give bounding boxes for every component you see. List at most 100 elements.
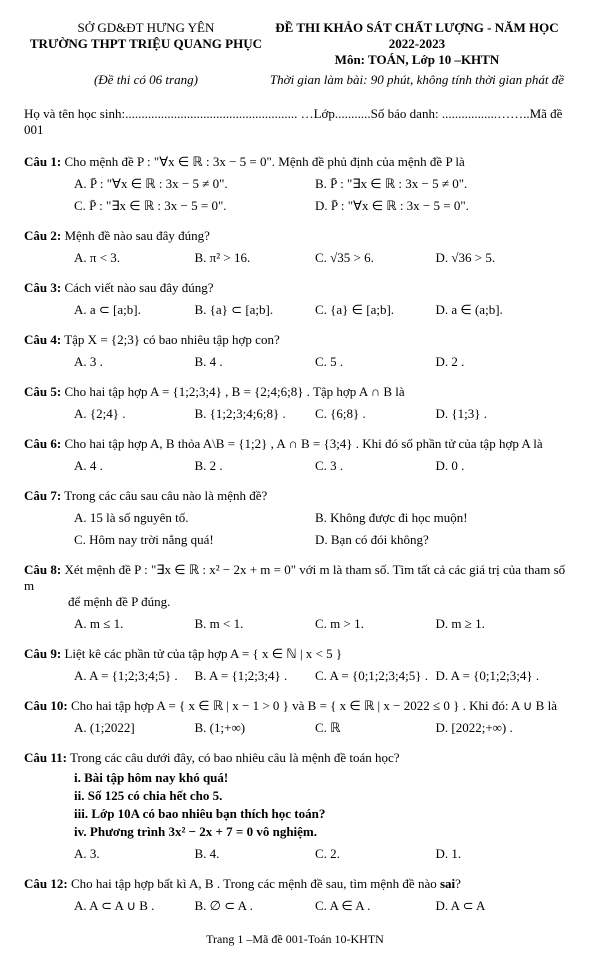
q12-text-pre: Cho hai tập hợp bất kì A, B . Trong các … [71,876,440,891]
q2-text: Mệnh đề nào sau đây đúng? [64,228,210,243]
q6-opt-a: A. 4 . [74,458,195,474]
q2-opt-b: B. π² > 16. [195,250,316,266]
q9-label: Câu 9: [24,646,61,661]
pages-note: (Đề thi có 06 trang) [24,72,268,88]
name-label: Họ và tên học sinh: [24,106,125,121]
question-4: Câu 4: Tập X = {2;3} có bao nhiêu tập hợ… [24,332,566,370]
q11-opt-b: B. 4. [195,846,316,862]
q1-opt-b: B. P̄ : "∃x ∈ ℝ : 3x − 5 ≠ 0". [315,176,556,192]
q4-opt-d: D. 2 . [436,354,557,370]
question-9: Câu 9: Liệt kê các phần tử của tập hợp A… [24,646,566,684]
question-7: Câu 7: Trong các câu sau câu nào là mệnh… [24,488,566,548]
q8-opt-b: B. m < 1. [195,616,316,632]
q8-text-cont: để mệnh đề P đúng. [68,594,566,610]
sub-header: (Đề thi có 06 trang) Thời gian làm bài: … [24,70,566,88]
id-label: Số báo danh: [371,106,439,121]
header-left: SỞ GD&ĐT HƯNG YÊN TRƯỜNG THPT TRIỆU QUAN… [24,20,268,68]
q2-opt-a: A. π < 3. [74,250,195,266]
question-8: Câu 8: Xét mệnh đề P : "∃x ∈ ℝ : x² − 2x… [24,562,566,632]
q4-label: Câu 4: [24,332,61,347]
dept-line: SỞ GD&ĐT HƯNG YÊN [24,20,268,36]
student-info-line: Họ và tên học sinh:.....................… [24,106,566,138]
q12-text-bold: sai [440,876,455,891]
q6-opt-b: B. 2 . [195,458,316,474]
q9-opt-d: D. A = {0;1;2;3;4} . [436,668,557,684]
q6-label: Câu 6: [24,436,61,451]
q7-opt-c: C. Hôm nay trời nắng quá! [74,532,315,548]
q10-label: Câu 10: [24,698,68,713]
q10-opt-b: B. (1;+∞) [195,720,316,736]
question-5: Câu 5: Cho hai tập hợp A = {1;2;3;4} , B… [24,384,566,422]
q11-s1: i. Bài tập hôm nay khó quá! [74,770,566,786]
q12-opt-c: C. A ∈ A . [315,898,436,914]
question-6: Câu 6: Cho hai tập hợp A, B thỏa A\B = {… [24,436,566,474]
q10-opt-d: D. [2022;+∞) . [436,720,557,736]
q7-opt-d: D. Bạn có đói không? [315,532,556,548]
q3-label: Câu 3: [24,280,61,295]
class-label: Lớp [314,106,335,121]
q6-text: Cho hai tập hợp A, B thỏa A\B = {1;2} , … [64,436,542,451]
q3-opt-b: B. {a} ⊂ [a;b]. [195,302,316,318]
q9-opt-a: A. A = {1;2;3;4;5} . [74,668,195,684]
q2-label: Câu 2: [24,228,61,243]
q1-opt-c: C. P̄ : "∃x ∈ ℝ : 3x − 5 = 0". [74,198,315,214]
q1-label: Câu 1: [24,154,61,169]
q5-label: Câu 5: [24,384,61,399]
q11-text: Trong các câu dưới đây, có bao nhiêu câu… [70,750,400,765]
q11-opt-d: D. 1. [436,846,557,862]
q11-opt-c: C. 2. [315,846,436,862]
q12-opt-b: B. ∅ ⊂ A . [195,898,316,914]
q2-opt-c: C. √35 > 6. [315,250,436,266]
q12-text-post: ? [455,876,461,891]
q1-opt-a: A. P̄ : "∀x ∈ ℝ : 3x − 5 ≠ 0". [74,176,315,192]
q7-label: Câu 7: [24,488,61,503]
document-header: SỞ GD&ĐT HƯNG YÊN TRƯỜNG THPT TRIỆU QUAN… [24,20,566,68]
exam-subject: Môn: TOÁN, Lớp 10 –KHTN [268,52,566,68]
question-12: Câu 12: Cho hai tập hợp bất kì A, B . Tr… [24,876,566,914]
q11-s3: iii. Lớp 10A có bao nhiêu bạn thích học … [74,806,566,822]
q8-text-pre: Xét mệnh đề P : "∃x ∈ ℝ : x² − 2x + m = … [24,562,565,593]
header-right: ĐỀ THI KHẢO SÁT CHẤT LƯỢNG - NĂM HỌC 202… [268,20,566,68]
q8-opt-d: D. m ≥ 1. [436,616,557,632]
q7-opt-a: A. 15 là số nguyên tố. [74,510,315,526]
q5-text: Cho hai tập hợp A = {1;2;3;4} , B = {2;4… [64,384,404,399]
q10-text: Cho hai tập hợp A = { x ∈ ℝ | x − 1 > 0 … [71,698,557,713]
school-line: TRƯỜNG THPT TRIỆU QUANG PHỤC [24,36,268,52]
q1-text: Cho mệnh đề P : "∀x ∈ ℝ : 3x − 5 = 0". M… [64,154,464,169]
q1-opt-d: D. P̄ : "∀x ∈ ℝ : 3x − 5 = 0". [315,198,556,214]
q12-opt-d: D. A ⊂ A [436,898,557,914]
q11-s4: iv. Phương trình 3x² − 2x + 7 = 0 vô ngh… [74,824,566,840]
q5-opt-d: D. {1;3} . [436,406,557,422]
time-note: Thời gian làm bài: 90 phút, không tính t… [268,72,566,88]
q8-opt-a: A. m ≤ 1. [74,616,195,632]
q9-text: Liệt kê các phần tử của tập hợp A = { x … [64,646,342,661]
q7-opt-b: B. Không được đi học muộn! [315,510,556,526]
q8-label: Câu 8: [24,562,61,577]
q2-opt-d: D. √36 > 5. [436,250,557,266]
page-footer: Trang 1 –Mã đề 001-Toán 10-KHTN [24,932,566,947]
q5-opt-b: B. {1;2;3;4;6;8} . [195,406,316,422]
q9-opt-c: C. A = {0;1;2;3;4;5} . [315,668,436,684]
q4-opt-c: C. 5 . [315,354,436,370]
q4-opt-a: A. 3 . [74,354,195,370]
q5-opt-c: C. {6;8} . [315,406,436,422]
question-1: Câu 1: Cho mệnh đề P : "∀x ∈ ℝ : 3x − 5 … [24,154,566,214]
q3-text: Cách viết nào sau đây đúng? [64,280,213,295]
q6-opt-d: D. 0 . [436,458,557,474]
question-3: Câu 3: Cách viết nào sau đây đúng? A. a … [24,280,566,318]
q12-opt-a: A. A ⊂ A ∪ B . [74,898,195,914]
q10-opt-a: A. (1;2022] [74,720,195,736]
q11-s2: ii. Số 125 có chia hết cho 5. [74,788,566,804]
q8-opt-c: C. m > 1. [315,616,436,632]
q10-opt-c: C. ℝ [315,720,436,736]
q3-opt-d: D. a ∈ (a;b]. [436,302,557,318]
question-11: Câu 11: Trong các câu dưới đây, có bao n… [24,750,566,862]
q6-opt-c: C. 3 . [315,458,436,474]
q11-opt-a: A. 3. [74,846,195,862]
q5-opt-a: A. {2;4} . [74,406,195,422]
question-2: Câu 2: Mệnh đề nào sau đây đúng? A. π < … [24,228,566,266]
q7-text: Trong các câu sau câu nào là mệnh đề? [64,488,267,503]
q3-opt-a: A. a ⊂ [a;b]. [74,302,195,318]
q3-opt-c: C. {a} ∈ [a;b]. [315,302,436,318]
q9-opt-b: B. A = {1;2;3;4} . [195,668,316,684]
